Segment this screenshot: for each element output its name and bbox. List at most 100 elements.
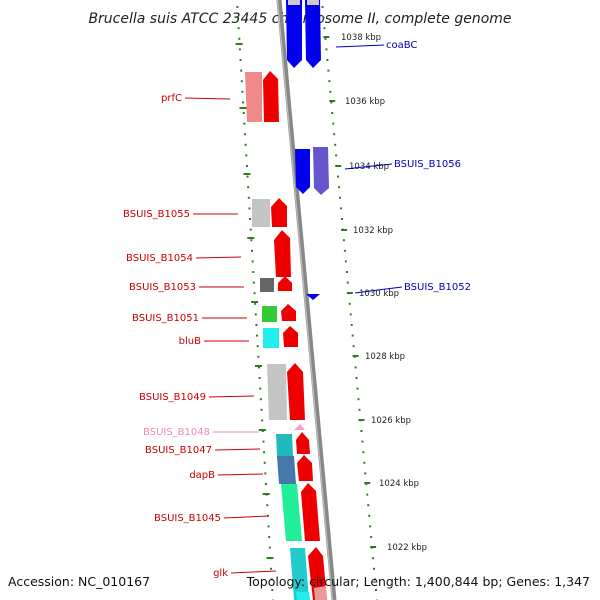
tick-mark <box>247 186 250 189</box>
tick-mark <box>253 292 256 295</box>
tick-mark <box>330 101 333 104</box>
tick-mark <box>362 451 365 454</box>
tick-mark <box>363 461 366 464</box>
tick-mark <box>264 483 267 485</box>
tick-mark <box>322 16 325 19</box>
gene-label[interactable]: BSUIS_B1055 <box>123 209 190 220</box>
label-leader <box>208 395 255 398</box>
bsuis-b1051-gene[interactable] <box>262 304 296 322</box>
tick-mark <box>369 525 372 528</box>
scale-label: 1032 kbp <box>353 226 393 236</box>
scale-labels: 1038 kbp 1036 kbp 1034 kbp 1032 kbp 1030 kbp… <box>341 33 427 553</box>
bsuis-b1055-gene[interactable] <box>252 198 287 227</box>
tick-mark <box>373 567 376 570</box>
tick-mark <box>340 207 343 210</box>
tick-mark <box>367 504 370 507</box>
tick-mark <box>333 133 336 136</box>
tick-mark <box>247 196 250 199</box>
gene-label[interactable]: coaBC <box>386 40 417 51</box>
tick-mark <box>321 6 324 8</box>
tick-mark <box>257 366 260 369</box>
tick-marks <box>235 6 378 600</box>
tick-mark <box>239 59 242 61</box>
tick-mark <box>259 398 262 401</box>
tick-mark <box>260 408 263 411</box>
gene-label[interactable]: BSUIS_B1047 <box>145 445 212 456</box>
tick-mark <box>266 504 269 507</box>
blub-gene[interactable] <box>263 326 298 348</box>
bsuis-b1047-gene[interactable] <box>276 432 310 456</box>
tick-mark <box>238 37 241 40</box>
gene-label[interactable]: BSUIS_B1048 <box>143 427 210 438</box>
tick-mark <box>335 154 338 157</box>
prfC-gene[interactable] <box>245 71 279 122</box>
chromosome-backbone <box>276 0 337 600</box>
gene-label[interactable]: bluB <box>179 336 201 347</box>
tick-mark <box>252 271 255 273</box>
tick-mark <box>250 249 253 252</box>
scale-label: 1024 kbp <box>379 479 419 489</box>
tick-mark <box>271 589 274 591</box>
tick-mark <box>263 451 266 454</box>
tick-mark <box>252 281 255 284</box>
gene-label[interactable]: dapB <box>189 470 215 481</box>
gene-label[interactable]: BSUIS_B1052 <box>404 282 471 293</box>
gene-label[interactable]: BSUIS_B1056 <box>394 159 461 170</box>
gene-label[interactable]: glk <box>213 568 228 579</box>
tick-mark <box>332 122 335 125</box>
gene-label[interactable]: BSUIS_B1049 <box>139 392 206 403</box>
gene-label[interactable]: BSUIS_B1051 <box>132 313 199 324</box>
tick-mark <box>356 387 359 390</box>
tick-mark <box>325 48 328 51</box>
glk-gene[interactable] <box>290 547 327 600</box>
tick-mark <box>255 324 258 326</box>
scale-label: 1034 kbp <box>349 162 389 172</box>
tick-mark <box>329 90 332 93</box>
reverse-gene-labels: coaBC BSUIS_B1056 BSUIS_B1052 <box>335 40 471 294</box>
tick-mark <box>240 80 243 83</box>
tick-mark <box>323 27 326 30</box>
label-leader <box>184 97 231 100</box>
tick-mark <box>270 578 273 581</box>
tick-mark <box>268 536 271 538</box>
tick-mark <box>243 133 246 136</box>
tick-mark <box>258 377 261 379</box>
scale-label: 1036 kbp <box>345 97 385 107</box>
tick-mark <box>327 69 330 72</box>
tick-mark <box>345 271 348 273</box>
tick-mark <box>346 281 349 284</box>
tick-mark <box>242 101 245 104</box>
bsuis-b1052-gene[interactable] <box>306 294 320 300</box>
dapb-gene[interactable] <box>277 455 313 484</box>
bsuis-b1049-gene[interactable] <box>267 363 305 420</box>
bsuis-b1054-gene[interactable] <box>274 230 291 277</box>
tick-mark <box>342 239 345 242</box>
tick-mark <box>245 154 248 157</box>
coabc-gene[interactable] <box>286 0 321 68</box>
gene-label[interactable]: BSUIS_B1054 <box>126 253 193 264</box>
tick-mark <box>374 578 377 581</box>
bsuis-b1045-gene[interactable] <box>281 483 320 541</box>
gene-label[interactable]: BSUIS_B1053 <box>129 282 196 293</box>
tick-mark <box>331 112 334 114</box>
tick-mark <box>364 472 367 475</box>
gene-label[interactable]: prfC <box>161 93 182 104</box>
tick-mark <box>262 440 265 443</box>
tick-mark <box>361 440 364 443</box>
label-leader <box>195 256 242 259</box>
tick-mark <box>249 218 252 220</box>
genome-summary-text: Topology: circular; Length: 1,400,844 bp… <box>246 574 590 589</box>
tick-mark <box>236 16 239 19</box>
tick-mark <box>256 334 259 337</box>
tick-mark <box>243 122 246 125</box>
tick-mark <box>349 313 352 316</box>
gene-label[interactable]: BSUIS_B1045 <box>154 513 221 524</box>
scale-label: 1022 kbp <box>387 543 427 553</box>
bsuis-b1056-gene[interactable] <box>295 147 329 195</box>
tick-mark <box>370 536 373 538</box>
bsuis-b1053-gene[interactable] <box>260 276 292 292</box>
tick-mark <box>337 175 340 178</box>
bsuis-b1048-gene[interactable] <box>294 424 305 430</box>
label-leader <box>217 473 264 476</box>
